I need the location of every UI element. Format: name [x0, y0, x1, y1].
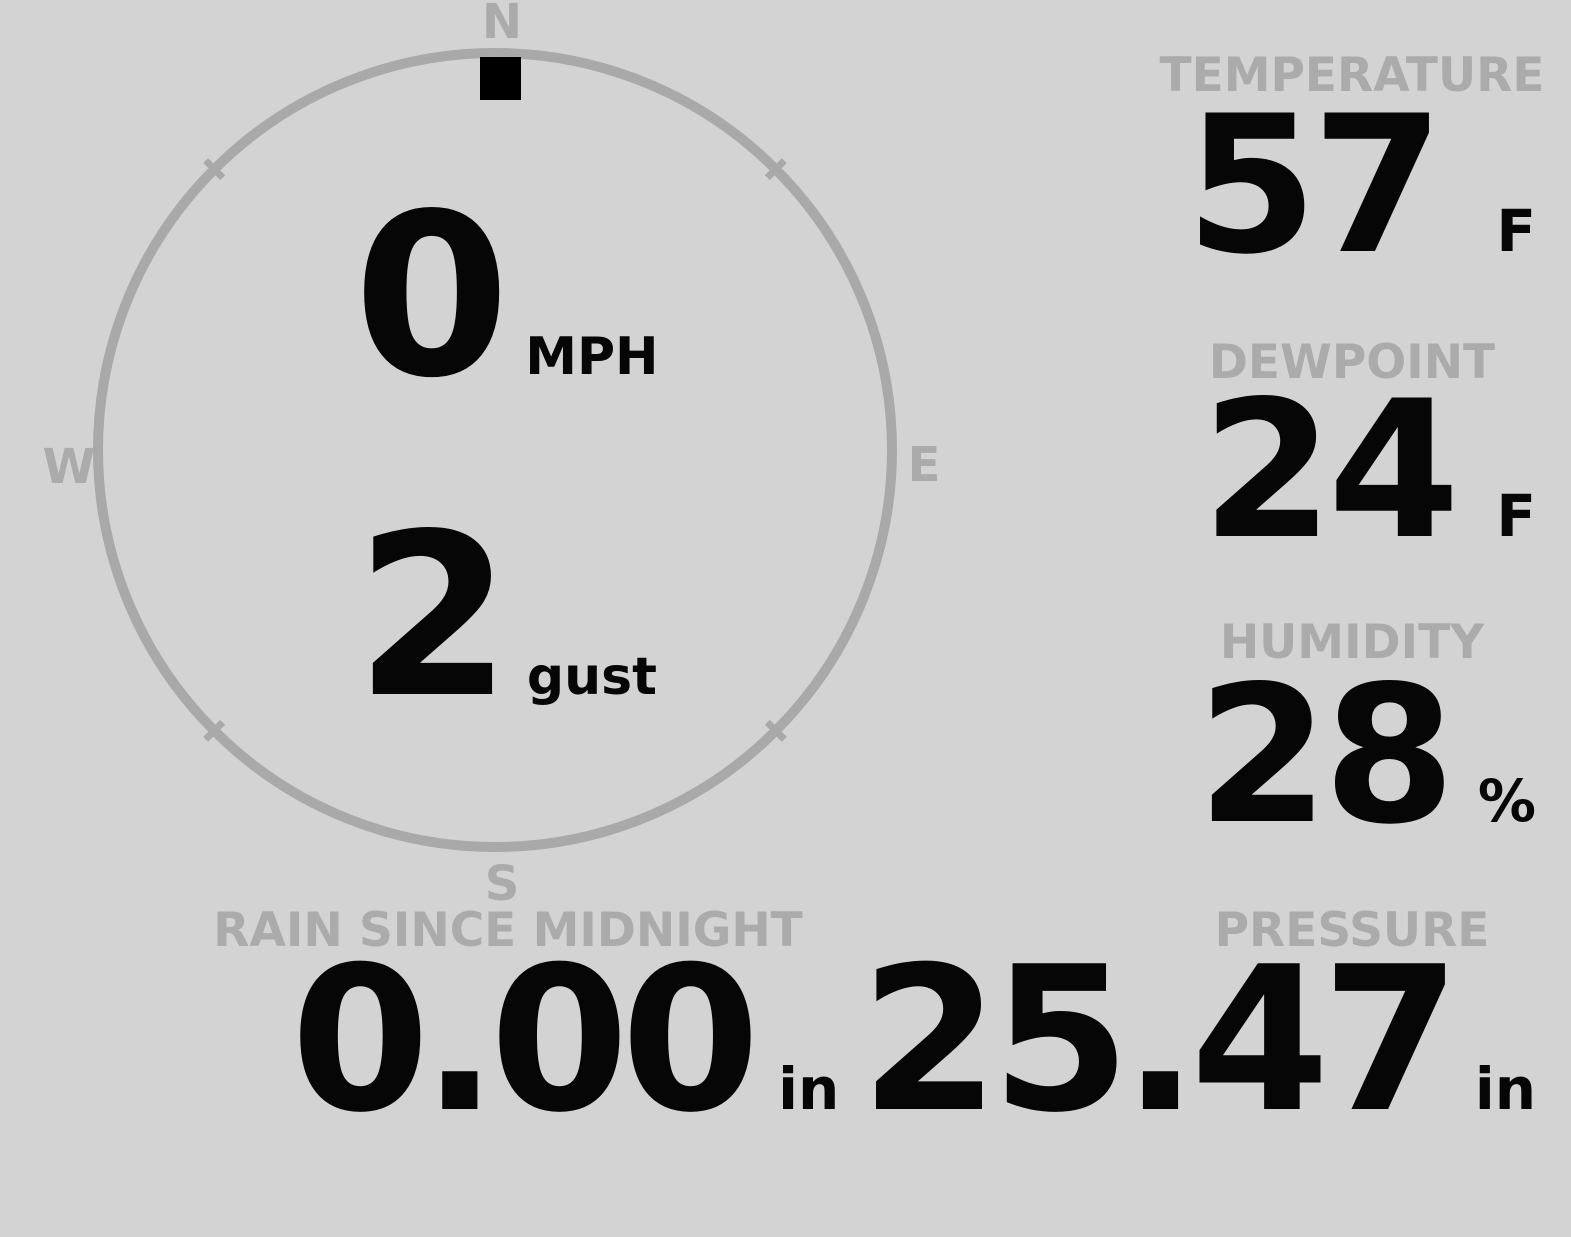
wind-speed-readout: 0 MPH: [6, 185, 1006, 410]
compass-tick-sw: [203, 719, 226, 742]
rain-label: RAIN SINCE MIDNIGHT: [213, 903, 803, 958]
wind-gust-readout: 2 gust: [6, 505, 1006, 730]
wind-direction-marker: [480, 57, 521, 100]
wind-speed-value: 0: [353, 166, 510, 428]
compass-ring: [93, 48, 897, 852]
humidity-unit: %: [1477, 767, 1536, 835]
rain-value: 0.00: [290, 924, 760, 1157]
humidity-readout: 28 %: [1197, 661, 1536, 851]
pressure-value: 25.47: [860, 924, 1461, 1157]
rain-unit: in: [778, 1055, 840, 1123]
wind-compass: [93, 48, 897, 852]
temperature-value: 57: [1185, 75, 1444, 296]
pressure-label: PRESSURE: [1214, 903, 1490, 958]
dewpoint-unit: F: [1496, 482, 1536, 550]
compass-tick-nw: [203, 158, 226, 181]
humidity-value: 28: [1196, 645, 1456, 866]
compass-east-label: E: [907, 437, 941, 493]
dewpoint-value: 24: [1201, 360, 1460, 581]
compass-south-label: S: [484, 856, 520, 912]
temperature-unit: F: [1496, 197, 1536, 265]
compass-tick-ne: [764, 158, 787, 181]
rain-readout: 0.00 in: [250, 941, 880, 1141]
temperature-readout: 57 F: [1185, 91, 1536, 281]
humidity-label: HUMIDITY: [1219, 615, 1485, 670]
pressure-readout: 25.47 in: [860, 941, 1536, 1141]
wind-speed-unit: MPH: [525, 327, 659, 387]
dewpoint-readout: 24 F: [1201, 376, 1536, 566]
compass-north-label: N: [481, 0, 523, 50]
compass-west-label: W: [42, 439, 96, 495]
dewpoint-label: DEWPOINT: [1208, 335, 1496, 390]
wind-gust-value: 2: [355, 486, 512, 748]
wind-gust-unit: gust: [526, 647, 657, 707]
compass-tick-se: [764, 719, 787, 742]
temperature-label: TEMPERATURE: [1159, 48, 1545, 103]
pressure-unit: in: [1474, 1055, 1536, 1123]
